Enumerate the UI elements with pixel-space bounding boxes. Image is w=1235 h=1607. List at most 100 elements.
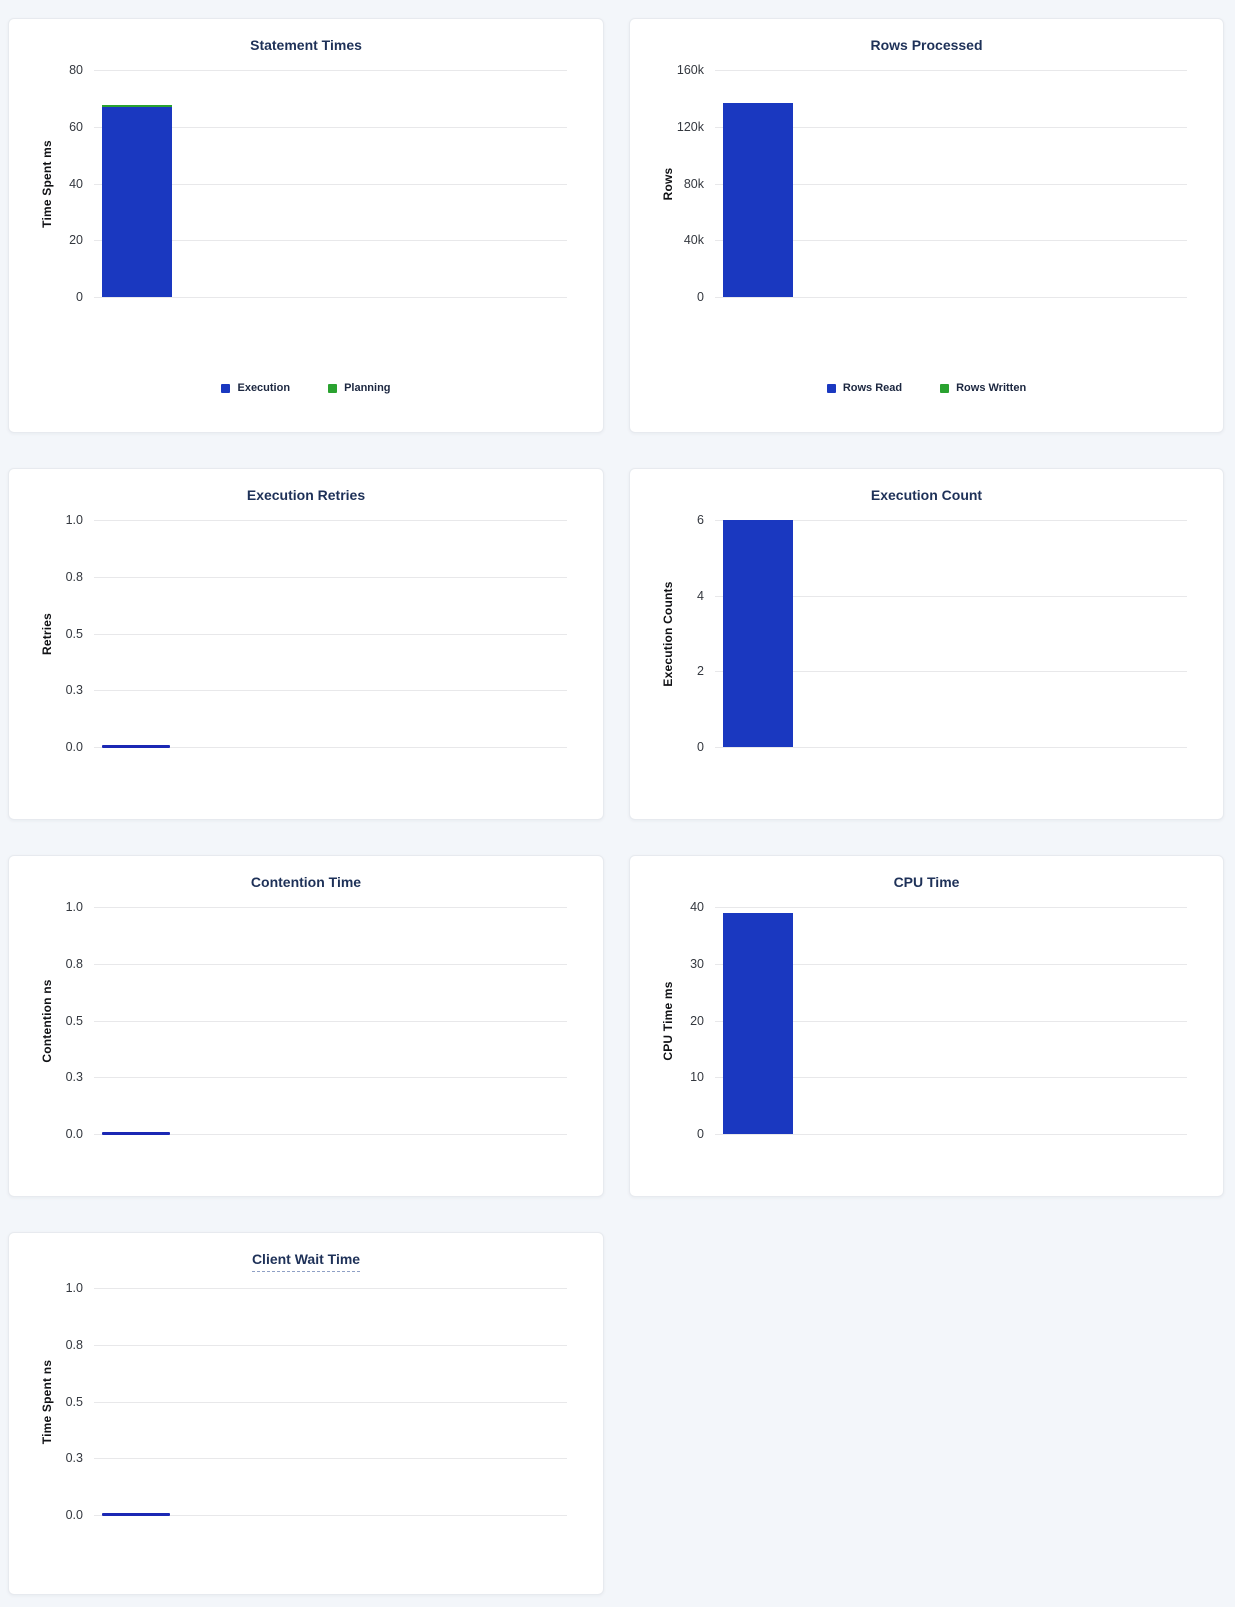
chart-title: Contention Time	[250, 874, 362, 890]
gridline	[94, 576, 567, 578]
y-tick-label: 40k	[683, 233, 704, 247]
gridline	[715, 240, 1187, 242]
gridline	[94, 240, 567, 242]
legend-item-rows-read[interactable]: Rows Read	[826, 382, 903, 394]
gridline	[715, 520, 1187, 521]
gridline	[715, 70, 1187, 71]
zero-value-bar-contention-time[interactable]	[102, 1132, 170, 1135]
gridline	[715, 1077, 1187, 1079]
chart-legend: Rows Read Rows Written	[630, 383, 1223, 394]
legend-label: Rows Written	[956, 382, 1027, 394]
y-tick-label: 1.0	[65, 512, 83, 527]
legend-label: Execution	[237, 382, 291, 394]
y-tick-label: 60	[69, 119, 83, 134]
gridline	[94, 1288, 567, 1289]
legend-item-rows-written[interactable]: Rows Written	[940, 383, 1026, 394]
y-tick-label: 0.0	[65, 739, 83, 754]
y-tick-label: 0.8	[65, 956, 83, 971]
gridline	[715, 1020, 1187, 1022]
y-tick-label: 0.5	[65, 1013, 83, 1028]
chart-card-statement-times: Statement Times Time Spent ms 80 60 40 20 0 …	[8, 18, 604, 433]
y-tick-label: 0.5	[65, 626, 83, 641]
chart-card-execution-retries: Execution Retries Retries 1.0 0.8 0.5 0.3 0.…	[8, 468, 604, 820]
y-tick-label: 0.8	[65, 569, 83, 584]
y-tick-label: 120k	[676, 119, 704, 134]
gridline	[94, 1344, 567, 1346]
y-tick-label: 20	[69, 233, 83, 247]
bar-segment-execution[interactable]	[102, 106, 172, 297]
bar-segment-cpu-time[interactable]	[723, 912, 793, 1134]
y-tick-label: 0.8	[65, 1337, 83, 1352]
y-tick-label: 80k	[683, 176, 704, 191]
legend-swatch-icon	[221, 384, 231, 393]
y-tick-label: 0.3	[65, 683, 83, 697]
bar-statement-times	[102, 70, 172, 297]
gridline	[94, 1515, 567, 1516]
gridline	[715, 183, 1187, 185]
y-tick-label: 0	[697, 289, 704, 304]
chart-title: Execution Count	[870, 487, 983, 503]
gridline	[94, 520, 567, 521]
chart-card-rows-processed: Rows Processed Rows 160k 120k 80k 40k 0 Rows…	[629, 18, 1224, 433]
y-tick-label: 1.0	[65, 899, 83, 914]
bar-execution-count	[723, 520, 793, 747]
gridline	[94, 963, 567, 965]
bar-segment-rows-read[interactable]	[723, 102, 793, 297]
chart-card-contention-time: Contention Time Contention ns 1.0 0.8 0.5 0…	[8, 855, 604, 1197]
gridline	[94, 1020, 567, 1022]
y-tick-label: 30	[690, 956, 704, 971]
gridline	[94, 70, 567, 71]
chart-title: Execution Retries	[246, 487, 366, 503]
gridline	[94, 297, 567, 298]
gridline	[94, 1458, 567, 1460]
y-tick-label: 0	[76, 289, 83, 304]
legend-label: Planning	[344, 382, 391, 394]
chart-legend: Execution Planning	[9, 383, 603, 394]
y-tick-label: 1.0	[65, 1280, 83, 1295]
gridline	[715, 126, 1187, 128]
gridline	[94, 1134, 567, 1135]
y-tick-label: 20	[690, 1013, 704, 1028]
gridline	[715, 671, 1187, 673]
chart-title-tooltip-term[interactable]: Client Wait Time	[251, 1251, 361, 1272]
zero-value-bar-client-wait-time[interactable]	[102, 1513, 170, 1516]
gridline	[715, 1134, 1187, 1135]
y-tick-label: 6	[697, 512, 704, 527]
y-tick-label: 0.5	[65, 1394, 83, 1409]
legend-label: Rows Read	[842, 382, 903, 394]
gridline	[715, 297, 1187, 298]
y-tick-label: 0.3	[65, 1070, 83, 1084]
plot-area: CPU Time ms 40 30 20 10 0	[661, 901, 1187, 1140]
legend-item-execution[interactable]: Execution	[221, 383, 290, 394]
bar-rows-processed	[723, 70, 793, 297]
plot-area: Contention ns 1.0 0.8 0.5 0.3 0.0	[40, 901, 567, 1140]
zero-value-bar-execution-retries[interactable]	[102, 745, 170, 748]
y-tick-label: 160k	[676, 62, 704, 77]
plot-area: Time Spent ns 1.0 0.8 0.5 0.3 0.0	[40, 1282, 567, 1521]
y-tick-label: 80	[69, 62, 83, 77]
gridline	[715, 595, 1187, 597]
y-tick-label: 0	[697, 1126, 704, 1141]
chart-title: Rows Processed	[870, 37, 983, 53]
y-tick-label: 10	[690, 1070, 704, 1084]
y-tick-label: 0.0	[65, 1126, 83, 1141]
y-tick-label: 40	[69, 176, 83, 191]
gridline	[94, 747, 567, 748]
legend-item-planning[interactable]: Planning	[328, 382, 391, 394]
bar-segment-planning[interactable]	[102, 104, 172, 107]
plot-area: Retries 1.0 0.8 0.5 0.3 0.0	[40, 514, 567, 753]
gridline	[715, 907, 1187, 908]
chart-title: CPU Time	[893, 874, 960, 890]
y-tick-label: 0.0	[65, 1507, 83, 1522]
chart-title: Statement Times	[250, 37, 362, 53]
gridline	[94, 907, 567, 908]
legend-swatch-icon	[826, 384, 836, 393]
bar-segment-execution-count[interactable]	[723, 520, 793, 747]
gridline	[94, 633, 567, 635]
chart-card-cpu-time: CPU Time CPU Time ms 40 30 20 10 0	[629, 855, 1224, 1197]
gridline	[94, 1401, 567, 1403]
gridline	[94, 126, 567, 128]
